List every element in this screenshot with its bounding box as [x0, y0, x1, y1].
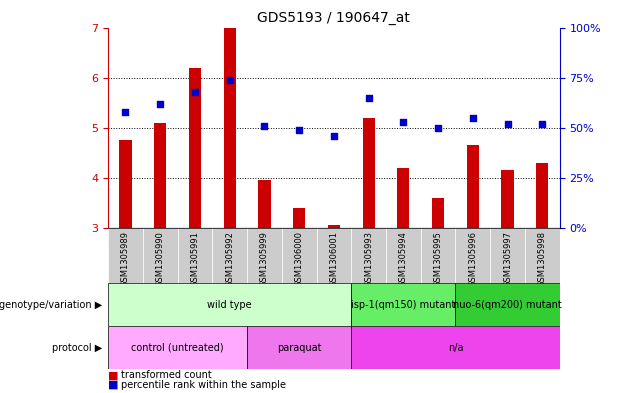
- Text: GSM1305992: GSM1305992: [225, 231, 234, 286]
- Bar: [177, 228, 212, 283]
- Bar: [189, 68, 201, 228]
- Bar: [421, 228, 455, 283]
- Bar: [351, 283, 455, 326]
- Bar: [247, 228, 282, 283]
- Bar: [293, 208, 305, 228]
- Text: GSM1305999: GSM1305999: [260, 231, 269, 286]
- Bar: [432, 198, 444, 228]
- Bar: [247, 326, 351, 369]
- Title: GDS5193 / 190647_at: GDS5193 / 190647_at: [258, 11, 410, 25]
- Bar: [120, 140, 132, 228]
- Bar: [455, 283, 560, 326]
- Point: [259, 123, 270, 129]
- Text: GSM1306001: GSM1306001: [329, 231, 338, 286]
- Bar: [212, 228, 247, 283]
- Bar: [502, 170, 514, 228]
- Bar: [467, 145, 479, 228]
- Text: GSM1305998: GSM1305998: [538, 231, 547, 286]
- Bar: [490, 228, 525, 283]
- Point: [190, 88, 200, 95]
- Point: [329, 132, 339, 139]
- Bar: [317, 228, 351, 283]
- Text: control (untreated): control (untreated): [131, 343, 224, 353]
- Text: GSM1305995: GSM1305995: [434, 231, 443, 286]
- Bar: [108, 228, 143, 283]
- Text: GSM1305996: GSM1305996: [468, 231, 478, 286]
- Bar: [108, 326, 247, 369]
- Point: [120, 108, 130, 115]
- Text: GSM1306000: GSM1306000: [294, 231, 303, 286]
- Text: GSM1305990: GSM1305990: [156, 231, 165, 286]
- Text: percentile rank within the sample: percentile rank within the sample: [121, 380, 286, 390]
- Bar: [363, 118, 375, 228]
- Bar: [282, 228, 317, 283]
- Text: paraquat: paraquat: [277, 343, 321, 353]
- Bar: [328, 226, 340, 228]
- Point: [364, 95, 374, 101]
- Bar: [108, 283, 351, 326]
- Bar: [143, 228, 177, 283]
- Bar: [351, 228, 386, 283]
- Text: GSM1305989: GSM1305989: [121, 231, 130, 286]
- Text: genotype/variation ▶: genotype/variation ▶: [0, 299, 102, 310]
- Text: ■: ■: [108, 370, 119, 380]
- Text: nuo-6(qm200) mutant: nuo-6(qm200) mutant: [453, 299, 562, 310]
- Text: GSM1305997: GSM1305997: [503, 231, 512, 286]
- Bar: [224, 28, 236, 228]
- Bar: [154, 123, 166, 228]
- Point: [294, 127, 304, 133]
- Text: protocol ▶: protocol ▶: [52, 343, 102, 353]
- Point: [433, 125, 443, 131]
- Point: [467, 114, 478, 121]
- Text: transformed count: transformed count: [121, 370, 212, 380]
- Text: wild type: wild type: [207, 299, 252, 310]
- Bar: [258, 180, 270, 228]
- Text: GSM1305991: GSM1305991: [190, 231, 200, 286]
- Bar: [386, 228, 421, 283]
- Text: GSM1305994: GSM1305994: [399, 231, 408, 286]
- Point: [225, 77, 235, 83]
- Text: n/a: n/a: [448, 343, 463, 353]
- Bar: [525, 228, 560, 283]
- Point: [155, 101, 165, 107]
- Text: ■: ■: [108, 380, 119, 390]
- Bar: [536, 163, 548, 228]
- Point: [537, 121, 548, 127]
- Bar: [351, 326, 560, 369]
- Text: isp-1(qm150) mutant: isp-1(qm150) mutant: [351, 299, 455, 310]
- Point: [398, 119, 408, 125]
- Text: GSM1305993: GSM1305993: [364, 231, 373, 286]
- Bar: [455, 228, 490, 283]
- Point: [502, 121, 513, 127]
- Bar: [398, 168, 410, 228]
